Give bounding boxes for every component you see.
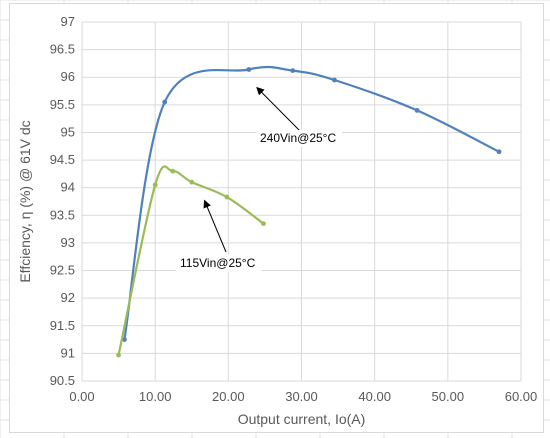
data-point <box>332 77 337 83</box>
y-tick-label: 95 <box>61 124 75 139</box>
data-point <box>246 67 252 72</box>
x-tick-label: 30.00 <box>285 389 318 404</box>
y-tick-label: 94.5 <box>50 152 75 167</box>
y-tick-label: 96.5 <box>50 42 75 57</box>
annotation-label: 240Vin@25°C <box>260 131 336 145</box>
x-tick-label: 10.00 <box>139 389 172 404</box>
series-1 <box>116 165 266 358</box>
series-0 <box>122 65 502 342</box>
y-tick-label: 96 <box>61 69 75 84</box>
y-tick-label: 92 <box>61 290 75 305</box>
y-tick-label: 95.5 <box>50 97 75 112</box>
annotation-box <box>176 255 262 272</box>
data-point <box>170 168 176 174</box>
x-tick-label: 20.00 <box>212 389 245 404</box>
x-tick-label: 50.00 <box>432 389 465 404</box>
y-tick-label: 91 <box>61 345 75 360</box>
data-point <box>116 352 121 358</box>
annotation-arrow <box>203 199 227 253</box>
x-tick-label: 60.00 <box>505 389 538 404</box>
annotation-box <box>256 130 342 147</box>
data-point <box>224 194 230 200</box>
x-tick-label: 0.00 <box>69 389 94 404</box>
data-point <box>152 182 158 188</box>
data-point <box>414 107 420 113</box>
x-axis-title: Output current, Io(A) <box>238 411 366 427</box>
y-tick-label: 91.5 <box>50 318 75 333</box>
data-point <box>122 337 127 342</box>
data-point <box>162 99 168 105</box>
gridlines <box>81 21 522 382</box>
data-point <box>261 221 266 226</box>
annotations: 240Vin@25°C 115Vin@25°C <box>176 86 342 272</box>
data-point <box>496 149 502 155</box>
y-tick-label: 94 <box>61 180 75 195</box>
y-tick-label: 90.5 <box>50 373 75 388</box>
series-line <box>123 65 500 340</box>
y-tick-label: 93 <box>61 235 75 250</box>
y-tick-label: 97 <box>61 14 75 29</box>
x-tick-label: 40.00 <box>358 389 391 404</box>
data-point <box>290 68 296 74</box>
annotation-arrow <box>256 86 301 132</box>
y-axis-ticks: 90.5 91 91.5 92 92.5 93 93.5 94 94.5 95 95.5 96 96.5… <box>50 14 75 388</box>
y-tick-label: 93.5 <box>50 207 75 222</box>
annotation-label: 115Vin@25°C <box>180 256 256 270</box>
efficiency-chart: 90.5 91 91.5 92 92.5 93 93.5 94 94.5 95 95.5 96 96.5… <box>17 14 537 427</box>
data-point <box>189 179 195 185</box>
series-lines <box>116 65 502 358</box>
chart-area[interactable]: 90.5 91 91.5 92 92.5 93 93.5 94 94.5 95 95.5 96 96.5… <box>9 3 544 433</box>
x-axis-ticks: 0.00 10.00 20.00 30.00 40.00 50.00 60.00 <box>69 389 537 404</box>
y-tick-label: 92.5 <box>50 263 75 278</box>
y-axis-title: Effciency, η (%) @ 61V dc <box>17 120 33 282</box>
